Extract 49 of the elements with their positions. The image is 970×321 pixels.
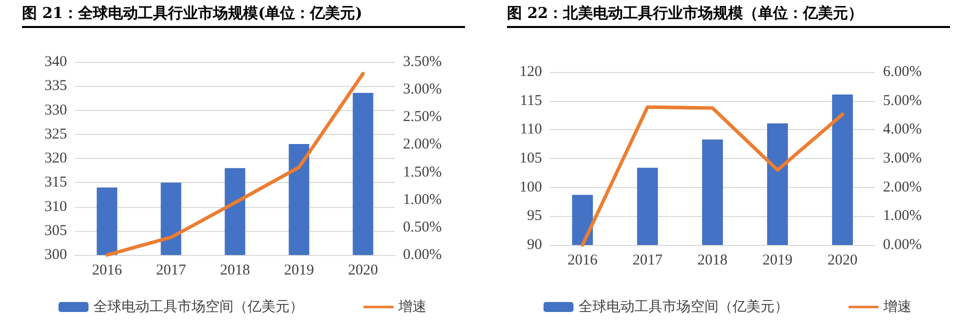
y2-tick-label: 3.00% <box>403 82 442 98</box>
y-tick-label: 300 <box>44 247 67 263</box>
y2-tick-label: 2.50% <box>403 109 442 126</box>
x-tick-label: 2017 <box>632 252 663 268</box>
y2-tick-label: 2.00% <box>403 136 442 153</box>
x-tick-label: 2019 <box>284 262 314 278</box>
y-tick-label: 305 <box>44 222 67 239</box>
x-tick-label: 2016 <box>568 252 598 268</box>
y2-tick-label: 5.00% <box>883 92 922 109</box>
x-tick-label: 2017 <box>156 262 186 278</box>
y2-tick-label: 1.00% <box>403 192 442 208</box>
y-tick-label: 90 <box>527 237 542 253</box>
line-series <box>105 72 365 257</box>
y2-tick-label: 4.00% <box>883 122 922 138</box>
y2-tick-label: 0.00% <box>403 247 442 263</box>
y2-tick-label: 1.50% <box>403 164 442 180</box>
y-tick-label: 335 <box>44 78 67 94</box>
x-tick-label: 2018 <box>220 262 250 278</box>
y2-tick-label: 1.00% <box>883 208 922 224</box>
legend-label: 全球电动工具市场空间（亿美元） <box>578 299 788 315</box>
legend-label: 增速 <box>882 299 912 315</box>
x-tick-label: 2020 <box>828 252 858 268</box>
legend-label: 增速 <box>398 299 426 315</box>
y2-tick-label: 6.00% <box>883 64 922 80</box>
x-tick-label: 2019 <box>762 252 792 268</box>
y-tick-label: 120 <box>520 64 542 80</box>
y-tick-label: 340 <box>44 54 67 70</box>
y-tick-label: 330 <box>44 102 67 118</box>
y2-tick-label: 0.50% <box>403 219 442 236</box>
x-tick-label: 2018 <box>698 252 728 268</box>
legend-label: 全球电动工具市场空间（亿美元） <box>94 299 304 315</box>
y-tick-label: 110 <box>520 122 542 138</box>
y-tick-label: 95 <box>527 208 542 224</box>
chart-title: 图 21：全球电动工具行业市场规模(单位：亿美元) <box>22 4 465 28</box>
y-tick-label: 315 <box>44 174 67 191</box>
chart-title: 图 22：北美电动工具行业市场规模（单位：亿美元） <box>507 4 950 28</box>
y-tick-label: 310 <box>44 198 67 215</box>
y2-tick-label: 3.50% <box>403 54 442 70</box>
x-tick-label: 2016 <box>92 262 122 278</box>
y2-tick-label: 0.00% <box>883 237 922 253</box>
x-tick-label: 2020 <box>348 262 378 278</box>
line-series <box>580 105 844 247</box>
y-tick-label: 105 <box>520 150 542 166</box>
y-tick-label: 115 <box>520 92 542 109</box>
y2-tick-label: 3.00% <box>883 150 922 166</box>
y-tick-label: 320 <box>44 150 67 166</box>
y2-tick-label: 2.00% <box>883 179 922 196</box>
y-tick-label: 325 <box>44 126 67 142</box>
y-tick-label: 100 <box>520 179 542 196</box>
